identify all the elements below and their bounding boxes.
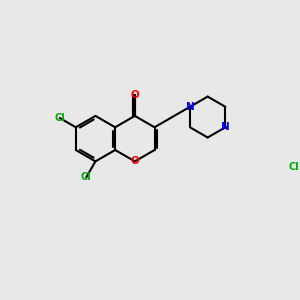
Text: O: O (130, 156, 139, 167)
Text: O: O (130, 90, 139, 100)
Text: Cl: Cl (289, 162, 300, 172)
Text: Cl: Cl (81, 172, 92, 182)
Text: N: N (186, 102, 194, 112)
Text: Cl: Cl (55, 113, 65, 123)
Text: N: N (221, 122, 230, 132)
